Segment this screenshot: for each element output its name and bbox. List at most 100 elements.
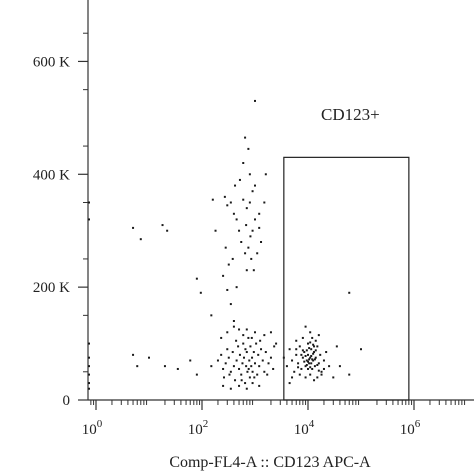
- data-point: [238, 353, 241, 356]
- data-point: [303, 360, 306, 363]
- data-point: [136, 365, 139, 368]
- data-point: [258, 226, 261, 229]
- data-point: [311, 358, 314, 361]
- data-point: [309, 331, 312, 334]
- data-point: [247, 147, 250, 150]
- data-point: [226, 288, 229, 291]
- data-point: [228, 373, 231, 376]
- data-point: [248, 201, 251, 204]
- data-point: [269, 356, 272, 359]
- data-point: [307, 360, 309, 363]
- gate-label: CD123+: [321, 105, 380, 124]
- x-tick-label: 102: [188, 418, 209, 438]
- data-point: [304, 325, 307, 328]
- data-point: [317, 334, 320, 337]
- data-point: [211, 198, 214, 201]
- data-point: [305, 364, 308, 367]
- data-point: [335, 345, 338, 348]
- data-point: [251, 382, 254, 385]
- data-point: [250, 365, 253, 368]
- data-point: [248, 173, 251, 176]
- data-point: [307, 367, 309, 370]
- data-point: [295, 339, 298, 342]
- data-point: [148, 356, 150, 359]
- data-point: [254, 362, 256, 365]
- data-point: [258, 365, 261, 368]
- data-point: [308, 358, 311, 361]
- data-point: [332, 376, 335, 379]
- data-point: [313, 358, 316, 361]
- data-point: [244, 252, 247, 255]
- x-axis-title: Comp-FL4-A :: CD123 APC-A: [169, 454, 371, 471]
- data-point: [242, 342, 245, 345]
- data-point: [272, 367, 275, 370]
- data-point: [310, 354, 313, 357]
- data-point: [309, 366, 312, 369]
- data-point: [313, 379, 316, 382]
- data-points: [88, 99, 362, 390]
- gate-rectangle[interactable]: [283, 156, 410, 401]
- data-point: [163, 365, 166, 368]
- data-point: [298, 345, 301, 348]
- data-point: [293, 370, 296, 373]
- data-point: [263, 201, 266, 204]
- data-point: [300, 353, 303, 356]
- y-tick-label: 400 K: [33, 167, 70, 183]
- data-point: [222, 274, 225, 277]
- y-tick-label: 0: [63, 393, 71, 409]
- data-point: [232, 212, 235, 215]
- data-point: [264, 173, 267, 176]
- data-point: [360, 348, 362, 351]
- data-point: [247, 336, 250, 339]
- data-point: [307, 353, 309, 356]
- data-point: [245, 269, 248, 272]
- data-point: [238, 328, 241, 331]
- data-point: [238, 229, 241, 232]
- data-point: [313, 351, 316, 354]
- data-point: [226, 348, 229, 351]
- data-point: [249, 345, 252, 348]
- data-point: [234, 184, 237, 187]
- data-point: [216, 359, 219, 362]
- data-point: [245, 224, 248, 227]
- data-point: [247, 246, 250, 249]
- data-point: [210, 365, 213, 368]
- data-point: [247, 367, 250, 370]
- data-point: [291, 376, 294, 379]
- data-point: [311, 367, 314, 370]
- data-point: [251, 229, 254, 232]
- data-point: [226, 204, 229, 207]
- data-point: [229, 387, 232, 390]
- data-point: [237, 345, 240, 348]
- data-point: [273, 345, 276, 348]
- data-point: [313, 345, 316, 348]
- data-point: [189, 359, 192, 362]
- data-point: [314, 349, 317, 352]
- data-point: [275, 342, 278, 345]
- data-point: [310, 348, 313, 351]
- data-point: [305, 359, 308, 362]
- plot-area: 100 102 104 106 0 200 K 400 K 600 K CD123+ Com…: [33, 0, 474, 471]
- data-point: [226, 331, 229, 334]
- data-point: [303, 351, 306, 354]
- data-point: [195, 277, 198, 280]
- data-point: [304, 365, 307, 368]
- data-point: [252, 351, 255, 354]
- data-point: [88, 201, 90, 204]
- data-point: [222, 376, 225, 379]
- data-point: [320, 370, 323, 373]
- data-point: [322, 359, 325, 362]
- data-point: [88, 356, 90, 359]
- data-point: [244, 382, 247, 385]
- data-point: [245, 351, 248, 354]
- data-point: [210, 314, 213, 317]
- data-point: [301, 336, 304, 339]
- data-point: [240, 241, 243, 243]
- data-point: [232, 320, 235, 322]
- data-point: [348, 373, 351, 376]
- data-point: [254, 218, 256, 221]
- data-point: [313, 365, 316, 368]
- data-point: [242, 356, 245, 359]
- data-point: [314, 356, 317, 359]
